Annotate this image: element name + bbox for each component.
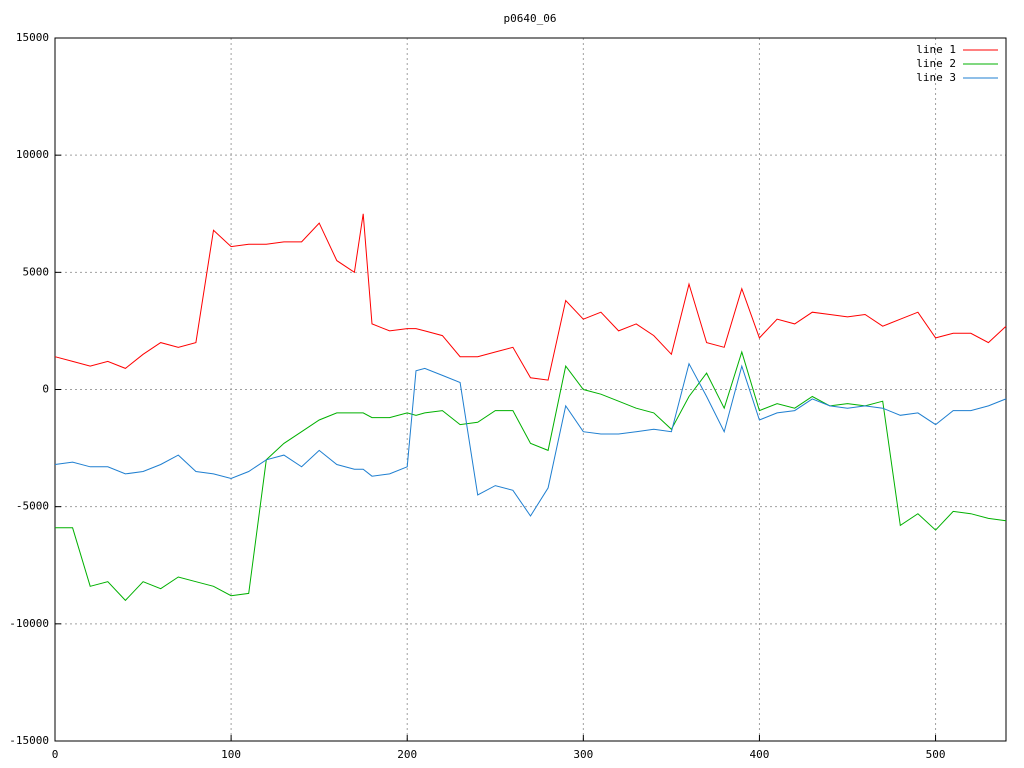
data-line	[54, 213, 1007, 381]
y-tick-label: 0	[42, 383, 49, 396]
x-tick-label: 100	[221, 748, 241, 761]
data-line	[54, 362, 1007, 517]
y-tick-label: 15000	[16, 31, 49, 44]
x-tick-label: 400	[750, 748, 770, 761]
plot-border	[54, 37, 1007, 742]
x-tick-label: 500	[926, 748, 946, 761]
y-tick-label: -15000	[9, 734, 49, 747]
legend-label: line 2	[916, 57, 956, 70]
y-tick-label: 5000	[23, 265, 50, 278]
legend-label: line 3	[916, 71, 956, 84]
x-tick-label: 0	[52, 748, 59, 761]
y-tick-label: -5000	[16, 500, 49, 513]
chart-title: p0640_06	[504, 12, 557, 25]
x-tick-label: 300	[573, 748, 593, 761]
y-tick-label: 10000	[16, 148, 49, 161]
legend-label: line 1	[916, 43, 956, 56]
y-tick-label: -10000	[9, 617, 49, 630]
data-line	[55, 350, 1007, 602]
x-tick-label: 200	[397, 748, 417, 761]
